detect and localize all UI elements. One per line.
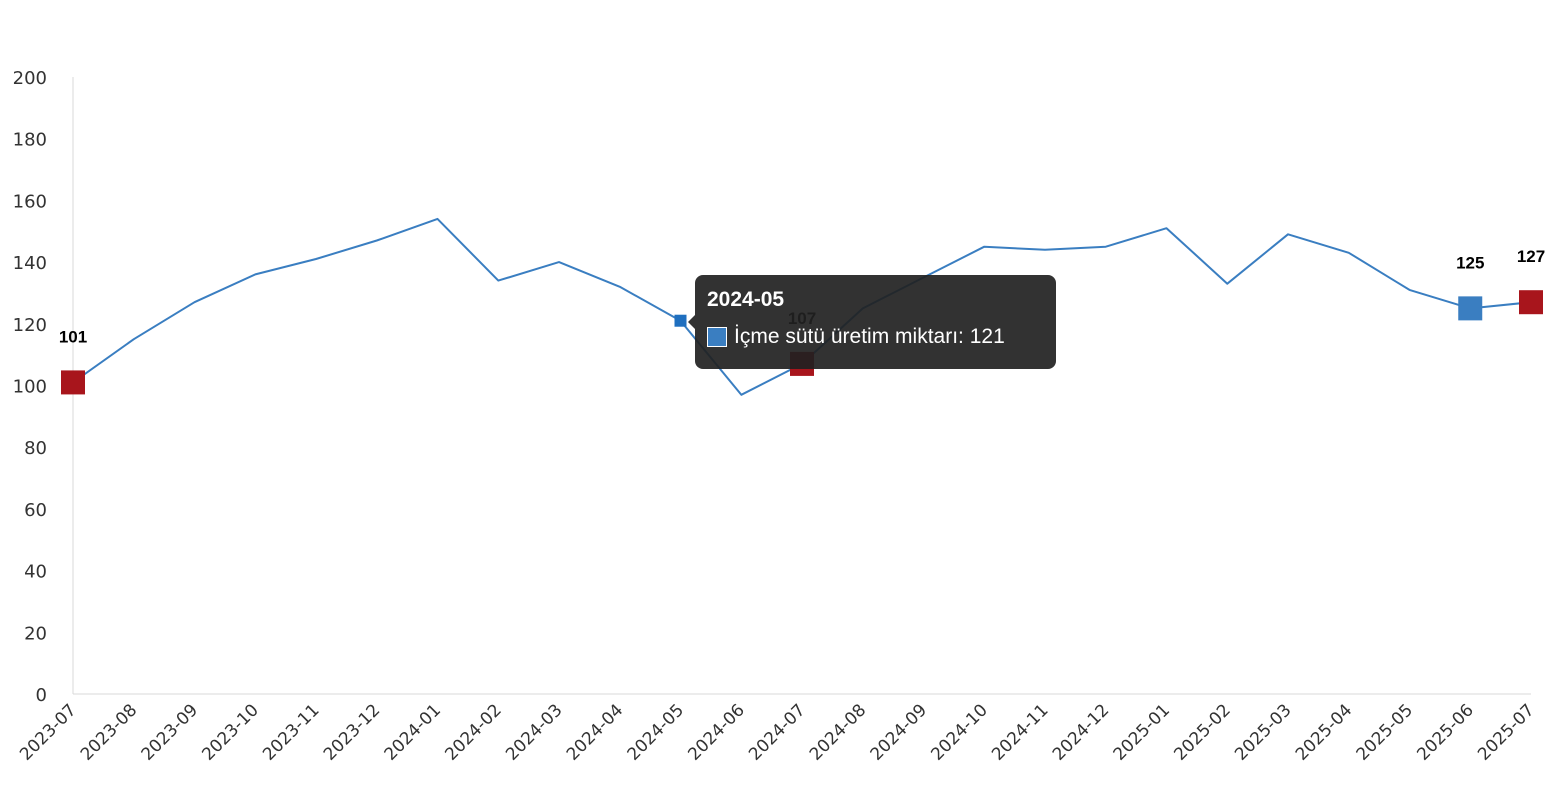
y-tick-label: 0 [36,685,47,706]
x-tick-label: 2023-09 [138,700,202,764]
x-tick-label: 2024-10 [927,700,991,764]
y-tick-label: 180 [13,130,47,151]
axes [72,77,1531,695]
x-tick-label: 2024-01 [381,700,445,764]
tooltip-row: İçme sütü üretim miktarı: 121 [707,325,1044,349]
series-markers [61,290,1543,395]
tooltip-title: 2024-05 [707,288,785,311]
highlight-marker [1458,296,1483,321]
x-tick-label: 2024-12 [1049,700,1113,764]
highlight-marker [61,370,85,395]
x-tick-label: 2023-11 [259,700,323,764]
x-tick-label: 2025-04 [1292,700,1356,764]
y-tick-label: 20 [24,623,47,644]
x-tick-label: 2025-07 [1474,700,1538,764]
x-tick-label: 2023-10 [198,700,262,764]
y-tick-label: 100 [13,377,47,398]
x-tick-label: 2024-07 [745,700,809,764]
y-tick-label: 200 [13,68,47,89]
x-tick-label: 2024-04 [563,700,627,764]
active-marker [674,314,687,327]
y-tick-label: 60 [24,500,47,521]
y-tick-label: 40 [24,562,47,583]
tooltip-series-swatch [707,327,727,347]
y-tick-label: 120 [13,315,47,336]
tooltip: 2024-05 İçme sütü üretim miktarı: 121 [688,275,1056,369]
x-tick-label: 2025-03 [1231,700,1295,764]
x-tick-label: 2024-11 [988,700,1052,764]
y-tick-label: 160 [13,191,47,212]
x-tick-label: 2023-12 [320,700,384,764]
x-tick-label: 2025-05 [1353,700,1417,764]
y-tick-label: 80 [24,438,47,459]
data-label: 127 [1517,247,1545,266]
x-axis-ticks: 2023-072023-082023-092023-102023-112023-… [16,700,1538,764]
data-labels: 101107125127 [59,247,1545,346]
x-tick-label: 2024-09 [867,700,931,764]
x-tick-label: 2025-02 [1170,700,1234,764]
tooltip-arrow [688,315,695,329]
highlight-marker [1519,290,1543,315]
x-tick-label: 2024-05 [624,700,688,764]
y-tick-label: 140 [13,253,47,274]
data-label: 101 [59,327,87,346]
x-tick-label: 2024-06 [684,700,748,764]
data-label: 125 [1456,253,1484,272]
y-axis-ticks: 0 20 40 60 80 100 120 140 160 180 200 [13,68,47,706]
x-tick-label: 2025-01 [1110,700,1174,764]
x-tick-label: 2024-03 [502,700,566,764]
x-tick-label: 2024-08 [806,700,870,764]
x-tick-label: 2024-02 [441,700,505,764]
x-tick-label: 2023-08 [77,700,141,764]
tooltip-series-value: İçme sütü üretim miktarı: 121 [734,325,1005,348]
x-tick-label: 2025-06 [1413,700,1477,764]
x-tick-label: 2023-07 [16,700,80,764]
